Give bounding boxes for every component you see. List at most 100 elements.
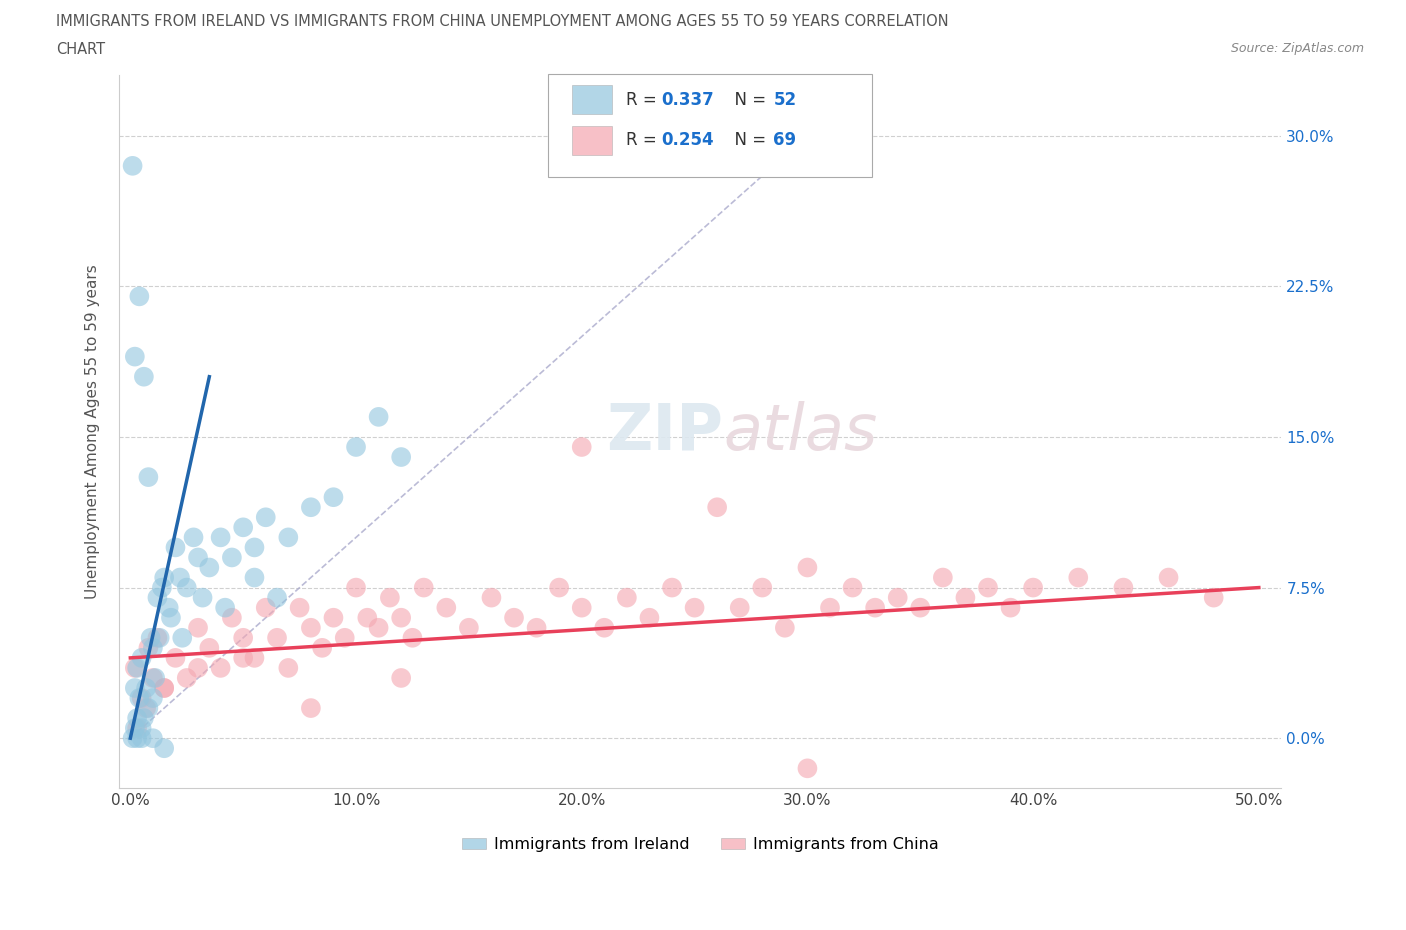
Text: 0.254: 0.254 [661, 131, 713, 150]
Point [143, 671, 166, 685]
Point [683, 600, 706, 615]
Point [841, 580, 863, 595]
Point [910, 600, 932, 615]
Point [389, 610, 412, 625]
Text: ZIP: ZIP [606, 401, 724, 463]
Point [661, 580, 683, 595]
Point [172, 631, 194, 645]
Point [209, 530, 232, 545]
Point [187, 660, 209, 675]
Point [132, 369, 155, 384]
Point [121, 731, 143, 746]
Point [176, 671, 198, 685]
Point [266, 591, 288, 605]
Point [571, 600, 593, 615]
Point [526, 620, 548, 635]
Point [124, 721, 146, 736]
Point [266, 631, 288, 645]
Point [138, 700, 160, 715]
Point [277, 530, 299, 545]
Point [150, 580, 173, 595]
Point [773, 620, 796, 635]
Point [176, 580, 198, 595]
Point [548, 580, 571, 595]
Point [1202, 591, 1225, 605]
Point [153, 681, 176, 696]
Point [571, 440, 593, 455]
Point [288, 600, 311, 615]
Point [344, 580, 367, 595]
Point [1000, 600, 1022, 615]
Point [160, 610, 183, 625]
Text: Source: ZipAtlas.com: Source: ZipAtlas.com [1230, 42, 1364, 55]
Point [187, 550, 209, 565]
Point [299, 700, 322, 715]
Point [863, 600, 886, 615]
Point [232, 520, 254, 535]
Point [243, 540, 266, 555]
Text: IMMIGRANTS FROM IRELAND VS IMMIGRANTS FROM CHINA UNEMPLOYMENT AMONG AGES 55 TO 5: IMMIGRANTS FROM IRELAND VS IMMIGRANTS FR… [56, 14, 949, 29]
Point [243, 650, 266, 665]
Point [153, 681, 176, 696]
Point [209, 660, 232, 675]
Text: atlas: atlas [724, 401, 877, 463]
Point [135, 700, 157, 715]
Point [389, 449, 412, 464]
Point [142, 671, 165, 685]
Point [367, 409, 389, 424]
Point [616, 591, 638, 605]
Point [191, 591, 214, 605]
Point [311, 641, 333, 656]
Point [146, 591, 169, 605]
Text: 0.337: 0.337 [661, 90, 714, 109]
Point [142, 691, 165, 706]
Text: R =: R = [626, 131, 662, 150]
Point [198, 641, 221, 656]
Point [124, 349, 146, 364]
Point [127, 711, 149, 725]
Point [127, 731, 149, 746]
Point [367, 620, 389, 635]
Legend: Immigrants from Ireland, Immigrants from China: Immigrants from Ireland, Immigrants from… [456, 831, 945, 859]
Point [221, 550, 243, 565]
Point [128, 289, 150, 304]
Point [187, 620, 209, 635]
Point [322, 610, 344, 625]
Point [886, 591, 908, 605]
Point [344, 440, 367, 455]
Point [131, 721, 153, 736]
Point [243, 570, 266, 585]
Point [142, 731, 165, 746]
Point [481, 591, 503, 605]
Text: 69: 69 [773, 131, 796, 150]
Point [457, 620, 479, 635]
Point [135, 681, 157, 696]
Point [389, 671, 412, 685]
Point [142, 641, 165, 656]
Point [165, 650, 187, 665]
Point [818, 600, 841, 615]
Point [728, 600, 751, 615]
Point [127, 721, 149, 736]
Point [165, 540, 187, 555]
Text: R =: R = [626, 90, 662, 109]
Point [299, 499, 322, 514]
Point [412, 580, 434, 595]
Point [139, 631, 162, 645]
Point [121, 158, 143, 173]
Point [299, 620, 322, 635]
Point [356, 610, 378, 625]
Point [1112, 580, 1135, 595]
Point [232, 650, 254, 665]
Point [157, 600, 180, 615]
Point [138, 470, 160, 485]
Point [796, 560, 818, 575]
Point [503, 610, 526, 625]
Point [131, 731, 153, 746]
Point [751, 580, 773, 595]
Point [131, 691, 153, 706]
Point [1022, 580, 1045, 595]
Point [128, 691, 150, 706]
Point [401, 631, 423, 645]
Point [132, 711, 155, 725]
